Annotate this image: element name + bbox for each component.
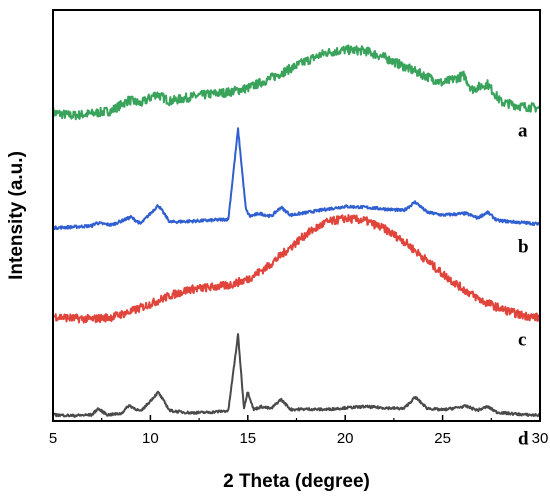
series-line-c — [52, 213, 541, 324]
series-label-a: a — [518, 121, 528, 142]
series-line-b — [52, 127, 541, 231]
x-tick-label-15: 15 — [239, 430, 256, 447]
series-labels: a b c d — [518, 121, 529, 450]
series-line-a — [52, 44, 541, 121]
series-label-b: b — [518, 237, 529, 258]
series-label-d: d — [518, 429, 529, 450]
y-axis-title: Intensity (a.u.) — [6, 151, 27, 280]
x-tick-label-25: 25 — [434, 430, 451, 447]
series-label-c: c — [518, 330, 526, 351]
x-tick-label-10: 10 — [142, 430, 159, 447]
x-axis: 5 10 15 20 25 30 — [49, 415, 549, 447]
x-tick-label-30: 30 — [532, 430, 549, 447]
x-axis-title: 2 Theta (degree) — [223, 471, 370, 492]
series-line-d — [52, 333, 541, 418]
plot-area — [52, 44, 541, 418]
x-tick-label-5: 5 — [49, 430, 57, 447]
x-tick-label-20: 20 — [337, 430, 354, 447]
